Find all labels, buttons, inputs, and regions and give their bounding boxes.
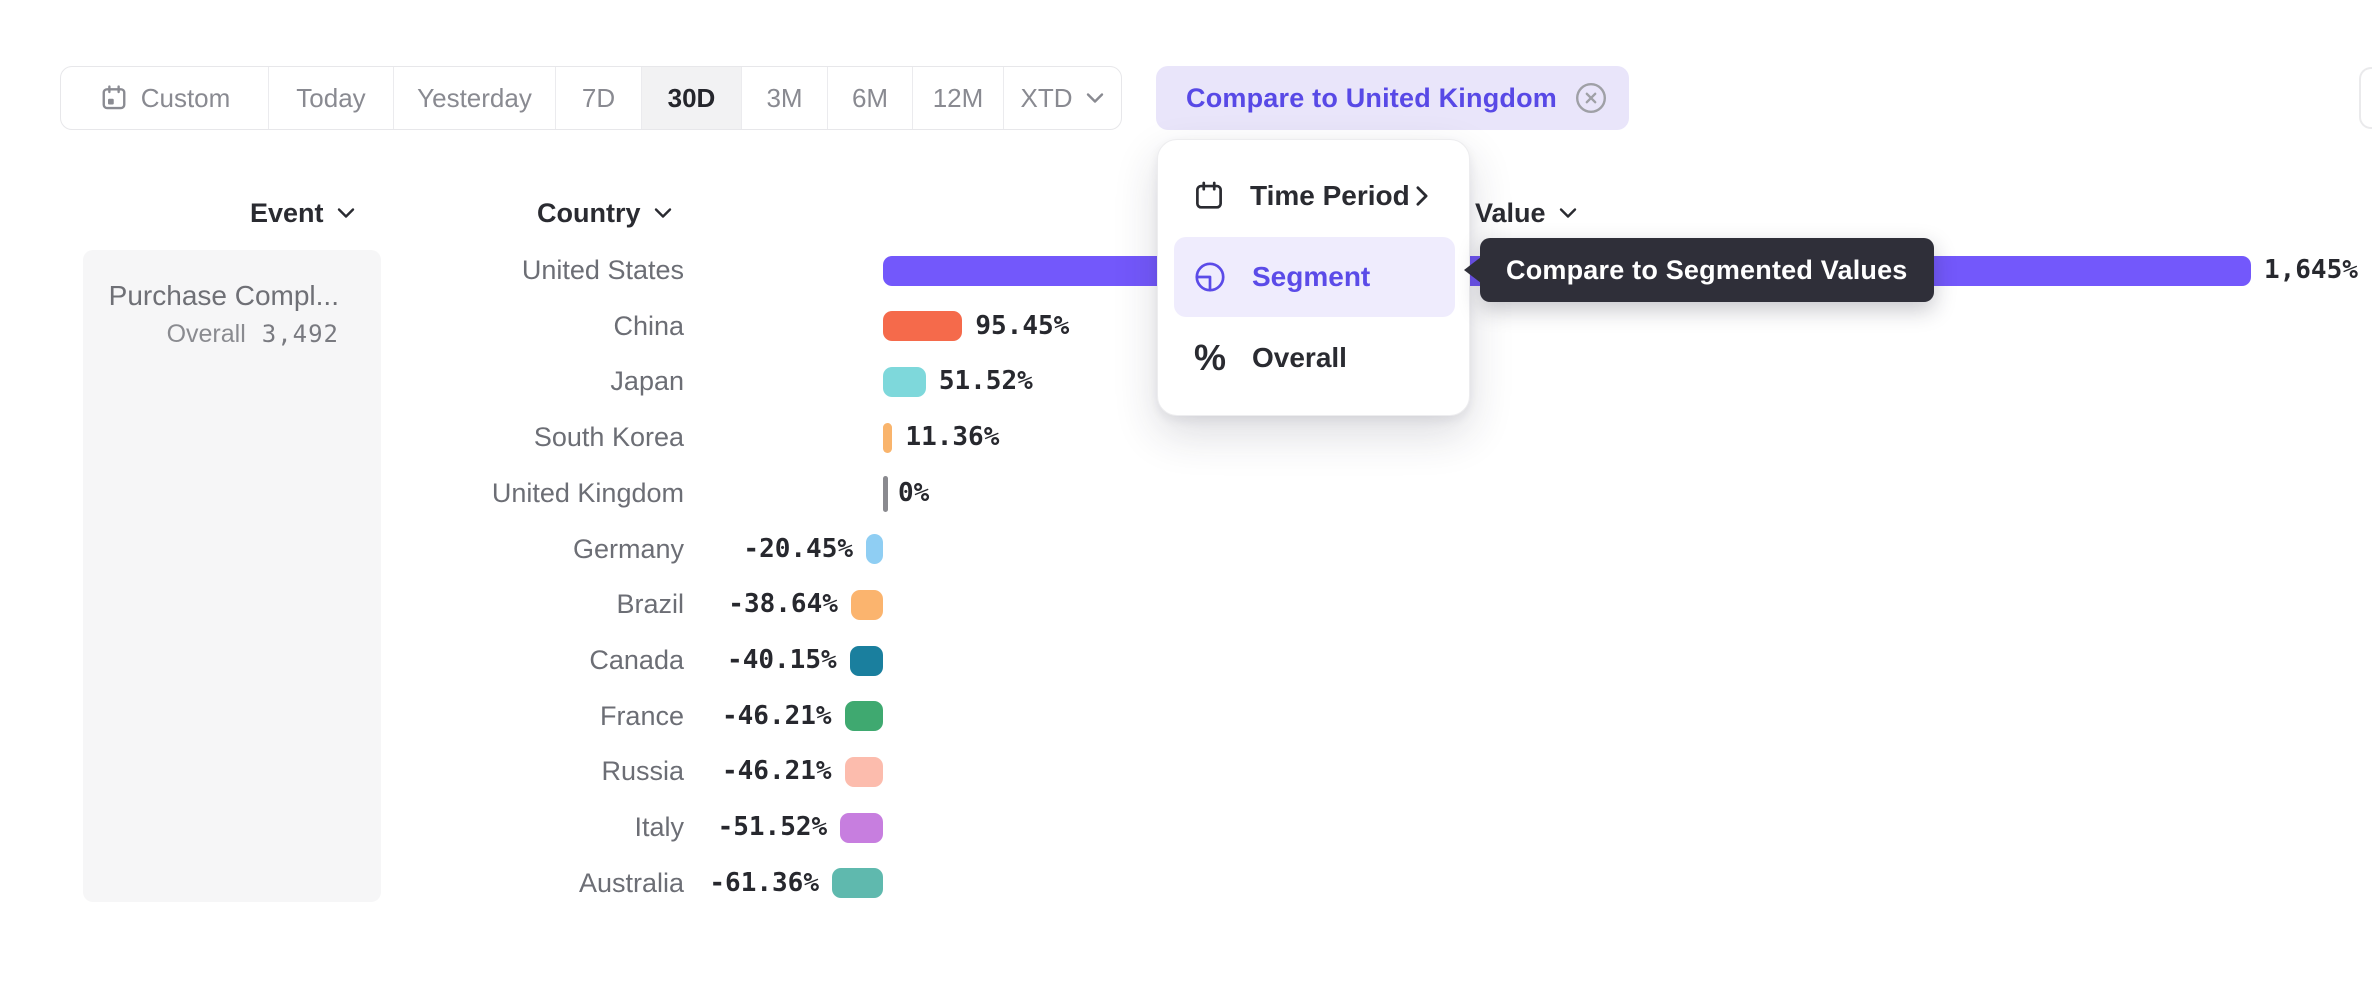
tooltip: Compare to Segmented Values	[1464, 238, 1934, 302]
country-column-header[interactable]: Country	[537, 197, 673, 229]
date-range-label: 3M	[766, 82, 803, 113]
chevron-right-icon	[1416, 186, 1428, 206]
date-range-label: Custom	[140, 82, 231, 113]
value-bar[interactable]	[831, 868, 883, 899]
country-label: France	[599, 700, 684, 731]
value-bar[interactable]	[883, 475, 888, 512]
value-label: 1,645%	[2263, 255, 2358, 285]
value-label: -46.21%	[722, 700, 832, 731]
event-name: Purchase Compl...	[108, 280, 339, 311]
country-column-label: Country	[537, 197, 641, 228]
event-list-item[interactable]: Purchase Compl... Overall 3,492	[83, 280, 339, 349]
value-label: 0%	[898, 477, 930, 508]
value-bar[interactable]	[844, 701, 883, 732]
value-label: 11.36%	[905, 422, 1000, 453]
value-bar[interactable]	[849, 645, 883, 676]
menu-item-label: Overall	[1252, 342, 1347, 373]
value-bar[interactable]	[840, 812, 883, 843]
value-label: 95.45%	[975, 310, 1070, 341]
value-bar[interactable]	[850, 589, 883, 620]
chart-row: South Korea 11.36%	[0, 410, 2372, 466]
chart-row: Russia -46.21%	[0, 744, 2372, 800]
chart-row: Italy -51.52%	[0, 800, 2372, 856]
segment-icon	[1195, 262, 1225, 292]
calendar-icon	[1196, 181, 1222, 209]
chart-row: Brazil -38.64%	[0, 577, 2372, 633]
chart-row: Japan 51.52%	[0, 354, 2372, 410]
menu-item-segment[interactable]: Segment	[1174, 237, 1455, 317]
chart-row: China 95.45%	[0, 299, 2372, 355]
event-column-label: Event	[250, 197, 324, 228]
date-range-custom[interactable]: Custom	[61, 67, 269, 129]
menu-item-time-period[interactable]: Time Period	[1174, 156, 1455, 236]
menu-item-label: Segment	[1252, 261, 1371, 292]
date-range-12m[interactable]: 12M	[913, 67, 1004, 129]
date-range-xtd[interactable]: XTD	[1004, 67, 1121, 129]
value-label: -40.15%	[727, 644, 837, 675]
chevron-down-icon	[1559, 208, 1576, 218]
chevron-down-icon	[654, 208, 671, 218]
country-label: Germany	[572, 533, 684, 564]
date-range-label: Yesterday	[417, 82, 532, 113]
value-bar[interactable]	[844, 757, 883, 788]
compare-dropdown-menu: Time Period Segment % Overall	[1157, 139, 1470, 416]
date-range-30d[interactable]: 30D	[642, 67, 742, 129]
value-label: 51.52%	[938, 366, 1033, 397]
country-label: United States	[521, 255, 684, 285]
value-bar[interactable]	[865, 534, 883, 565]
country-label: South Korea	[533, 422, 684, 453]
clipped-edge-element	[2359, 67, 2372, 129]
date-range-label: 30D	[667, 82, 716, 113]
date-range-yesterday[interactable]: Yesterday	[394, 67, 556, 129]
value-label: -51.52%	[717, 812, 828, 842]
event-column-header[interactable]: Event	[250, 197, 356, 229]
country-label: Canada	[589, 644, 684, 675]
country-label: United Kingdom	[491, 477, 684, 508]
country-label: Brazil	[616, 589, 684, 620]
country-label: Russia	[601, 756, 684, 787]
date-range-label: 12M	[932, 82, 984, 113]
value-bar[interactable]	[883, 311, 963, 342]
value-label: -38.64%	[728, 589, 838, 620]
date-range-3m[interactable]: 3M	[742, 67, 828, 129]
value-column-header[interactable]: Value	[1475, 197, 1578, 229]
overall-value: 3,492	[261, 320, 339, 348]
country-label: Italy	[634, 812, 684, 842]
value-label: -20.45%	[743, 533, 853, 564]
chart-row: France -46.21%	[0, 689, 2372, 745]
date-range-7d[interactable]: 7D	[556, 67, 642, 129]
compare-chip-label: Compare to United Kingdom	[1186, 82, 1557, 113]
country-label: Australia	[578, 867, 684, 898]
date-range-today[interactable]: Today	[269, 67, 394, 129]
value-column-label: Value	[1475, 197, 1546, 228]
chevron-down-icon	[1086, 93, 1103, 103]
menu-item-overall[interactable]: % Overall	[1174, 318, 1455, 398]
date-range-label: XTD	[1020, 82, 1073, 113]
date-range-label: Today	[296, 82, 366, 113]
date-range-6m[interactable]: 6M	[828, 67, 913, 129]
value-bar[interactable]	[883, 422, 893, 453]
chart-row: United Kingdom 0%	[0, 466, 2372, 522]
date-range-toolbar: Custom Today Yesterday 7D 30D 3M 6M 12M …	[60, 66, 1122, 130]
percent-icon: %	[1193, 337, 1226, 378]
chart-row: Germany -20.45%	[0, 522, 2372, 578]
menu-item-label: Time Period	[1250, 180, 1410, 211]
tooltip-text: Compare to Segmented Values	[1506, 254, 1908, 285]
tooltip-arrow	[1464, 257, 1481, 283]
event-panel: Purchase Compl... Overall 3,492	[83, 250, 381, 902]
value-label: -46.21%	[722, 756, 832, 787]
value-bar[interactable]	[883, 367, 926, 398]
country-label: Japan	[610, 366, 684, 397]
overall-label: Overall	[166, 320, 246, 348]
country-label: China	[613, 310, 684, 341]
chart-row: Canada -40.15%	[0, 633, 2372, 689]
compare-chip[interactable]: Compare to United Kingdom	[1156, 66, 1629, 130]
chart-row: Australia -61.36%	[0, 856, 2372, 912]
remove-compare-icon[interactable]	[1573, 80, 1609, 116]
date-range-label: 7D	[581, 82, 616, 113]
chevron-down-icon	[337, 208, 354, 218]
value-label: -61.36%	[709, 867, 819, 898]
date-range-label: 6M	[851, 82, 889, 113]
calendar-icon	[102, 85, 126, 110]
